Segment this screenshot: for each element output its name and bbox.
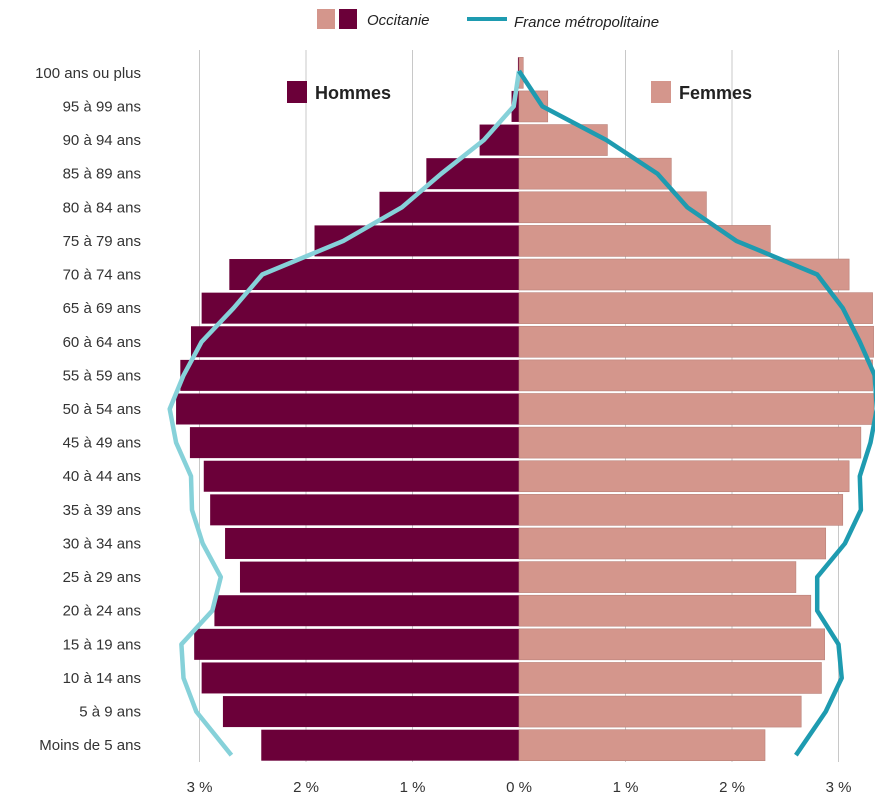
age-label-19: 5 à 9 ans	[79, 704, 141, 721]
bar-hommes-9	[180, 359, 519, 391]
age-label-13: 35 à 39 ans	[63, 502, 141, 519]
bar-hommes-7	[201, 292, 519, 324]
bar-hommes-8	[190, 326, 520, 358]
age-label-20: Moins de 5 ans	[39, 737, 141, 754]
bar-femmes-19	[518, 695, 802, 728]
x-tick-label-4: 1 %	[613, 779, 639, 796]
femmes-label: Femmes	[679, 83, 752, 103]
x-axis-tick-labels: 3 % 2 % 1 % 0 % 1 % 2 % 3 %	[187, 779, 852, 796]
hommes-swatch	[287, 81, 307, 103]
france-line-femmes	[517, 69, 875, 757]
age-label-14: 30 à 34 ans	[63, 535, 141, 552]
x-tick-label-3: 0 %	[506, 779, 532, 796]
bar-femmes-2	[518, 124, 608, 156]
bar-femmes-16	[518, 594, 812, 627]
age-label-8: 60 à 64 ans	[63, 334, 141, 351]
bar-femmes-18	[518, 662, 822, 694]
age-label-12: 40 à 44 ans	[63, 468, 141, 485]
bar-hommes-10	[176, 393, 519, 425]
bar-femmes-7	[518, 292, 873, 324]
legend-occitanie-women-swatch	[317, 9, 335, 29]
bars	[176, 57, 874, 761]
bar-femmes-9	[518, 359, 873, 392]
age-label-1: 95 à 99 ans	[63, 98, 141, 115]
bar-femmes-3	[518, 157, 672, 190]
age-label-2: 90 à 94 ans	[63, 132, 141, 149]
bar-femmes-10	[518, 393, 874, 425]
age-label-16: 20 à 24 ans	[63, 603, 141, 620]
hommes-label: Hommes	[315, 83, 391, 103]
france-lines	[167, 69, 875, 757]
bar-hommes-14	[225, 527, 519, 559]
age-label-5: 75 à 79 ans	[63, 233, 141, 250]
bar-femmes-13	[518, 494, 844, 526]
age-group-labels: 100 ans ou plus 95 à 99 ans 90 à 94 ans 85 …	[35, 65, 141, 754]
femmes-swatch	[651, 81, 671, 103]
x-tick-label-1: 2 %	[293, 779, 319, 796]
bar-femmes-15	[518, 561, 797, 593]
bar-femmes-20	[518, 729, 766, 761]
x-tick-label-5: 2 %	[719, 779, 745, 796]
bar-femmes-6	[518, 258, 850, 291]
bar-hommes-17	[194, 628, 520, 660]
france-line-hommes	[167, 70, 522, 757]
bar-hommes-16	[214, 595, 519, 627]
legend: Occitanie France métropolitaine	[317, 9, 659, 31]
bar-hommes-15	[239, 561, 519, 593]
age-label-9: 55 à 59 ans	[63, 367, 141, 384]
x-tick-label-6: 3 %	[826, 779, 852, 796]
bar-hommes-19	[222, 696, 519, 728]
bar-femmes-8	[518, 325, 874, 358]
bar-hommes-13	[210, 494, 519, 526]
bar-femmes-12	[518, 460, 850, 493]
age-label-3: 85 à 89 ans	[63, 166, 141, 183]
bar-hommes-5	[314, 225, 519, 257]
bar-femmes-11	[518, 426, 862, 459]
legend-occitanie-men-swatch	[339, 9, 357, 29]
age-label-0: 100 ans ou plus	[35, 65, 141, 82]
age-label-17: 15 à 19 ans	[63, 636, 141, 653]
age-label-4: 80 à 84 ans	[63, 199, 141, 216]
legend-france-label: France métropolitaine	[514, 14, 659, 31]
bar-hommes-11	[189, 427, 520, 459]
age-label-15: 25 à 29 ans	[63, 569, 141, 586]
age-label-7: 65 à 69 ans	[63, 300, 141, 317]
x-tick-label-2: 1 %	[400, 779, 426, 796]
age-label-10: 50 à 54 ans	[63, 401, 141, 418]
bar-femmes-17	[518, 628, 825, 661]
inside-legend: Hommes Femmes	[287, 81, 752, 103]
age-label-6: 70 à 74 ans	[63, 267, 141, 284]
bar-femmes-14	[518, 527, 827, 560]
age-label-18: 10 à 14 ans	[63, 670, 141, 687]
bar-femmes-5	[518, 225, 771, 257]
x-tick-label-0: 3 %	[187, 779, 213, 796]
bar-hommes-6	[229, 259, 519, 291]
legend-occitanie-label: Occitanie	[367, 12, 430, 29]
bar-hommes-18	[201, 662, 519, 694]
bar-hommes-12	[203, 460, 519, 492]
age-label-11: 45 à 49 ans	[63, 435, 141, 452]
bar-hommes-20	[261, 729, 519, 761]
